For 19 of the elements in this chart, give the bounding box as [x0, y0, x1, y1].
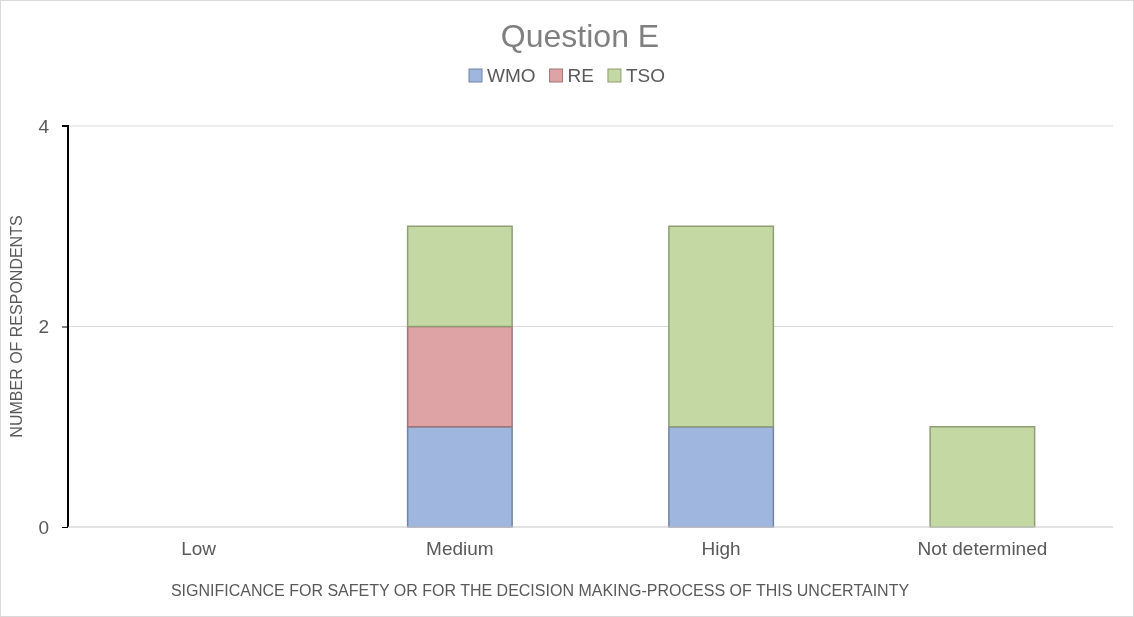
x-tick-label: High [701, 537, 741, 559]
chart-title: Question E [500, 18, 660, 54]
bar [668, 426, 775, 528]
x-axis-title: SIGNIFICANCE FOR SAFETY OR FOR THE DECISION MAKING-PROCESS OF THIS UNCERTAINTY [170, 582, 910, 599]
x-tick-label: Medium [426, 537, 494, 559]
bar [406, 225, 513, 328]
legend-label: TSO [625, 65, 666, 86]
y-tick-label: 0 [38, 516, 49, 538]
bar [406, 325, 513, 428]
legend-label: RE [567, 65, 594, 86]
bar [668, 225, 775, 428]
bar [406, 426, 513, 528]
x-tick-label: Not determined [917, 537, 1048, 559]
x-tick-label: Low [181, 537, 217, 559]
bar [929, 426, 1036, 528]
legend-label: WMO [486, 65, 536, 86]
y-tick-label: 2 [38, 316, 49, 338]
y-axis-title: NUMBER OF RESPONDENTS [8, 215, 25, 438]
y-tick-label: 4 [38, 115, 50, 137]
